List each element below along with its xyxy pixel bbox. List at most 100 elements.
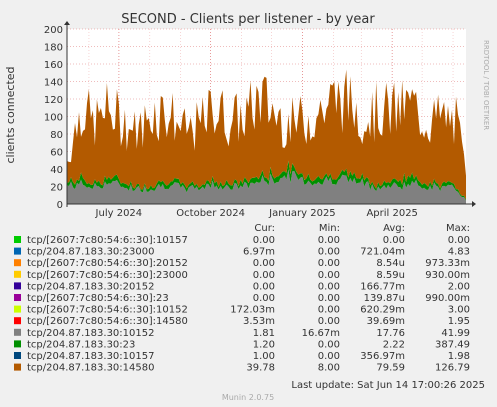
legend-swatch <box>14 328 21 336</box>
y-tick-label: 120 <box>44 95 63 106</box>
legend-avg-value: 8.59u <box>376 270 405 281</box>
series-area-23 <box>67 160 466 201</box>
legend-series-name: tcp/204.87.183.30:23000 <box>27 247 154 258</box>
legend-min-value: 0.00 <box>318 351 340 362</box>
last-update: Last update: Sat Jun 14 17:00:26 2025 <box>291 380 485 391</box>
legend-column-header: Min: <box>319 223 340 234</box>
legend-avg-value: 721.04m <box>360 247 405 258</box>
legend-max-value: 973.33m <box>425 258 470 269</box>
legend-min-value: 0.00 <box>318 235 340 246</box>
y-tick-label: 180 <box>44 43 63 54</box>
legend-min-value: 0.00 <box>318 293 340 304</box>
legend-avg-value: 79.59 <box>376 363 405 374</box>
y-tick-label: 0 <box>57 200 63 211</box>
legend-series-name: tcp/[2607:7c80:54:6::30]:10152 <box>27 305 188 316</box>
legend-series-name: tcp/204.87.183.30:10152 <box>27 328 154 339</box>
legend-cur-value: 39.78 <box>246 363 275 374</box>
footer: Munin 2.0.75 <box>222 393 274 402</box>
x-tick-label: July 2024 <box>95 208 143 219</box>
y-tick-label: 140 <box>44 78 63 89</box>
legend-column-header: Max: <box>446 223 470 234</box>
legend-min-value: 0.00 <box>318 305 340 316</box>
legend-min-value: 0.00 <box>318 270 340 281</box>
legend-min-value: 0.00 <box>318 247 340 258</box>
legend-swatch <box>14 305 21 313</box>
legend-max-value: 0.00 <box>448 235 470 246</box>
legend-max-value: 1.98 <box>448 351 470 362</box>
legend-cur-value: 3.53m <box>243 316 275 327</box>
x-tick-label: October 2024 <box>176 208 245 219</box>
legend-cur-value: 0.00 <box>253 293 275 304</box>
legend-series-name: tcp/[2607:7c80:54:6::30]:23 <box>27 293 169 304</box>
legend-min-value: 0.00 <box>318 316 340 327</box>
legend-avg-value: 0.00 <box>383 235 405 246</box>
legend-max-value: 1.95 <box>448 316 470 327</box>
legend-cur-value: 0.00 <box>253 281 275 292</box>
legend-swatch <box>14 317 21 325</box>
legend-min-value: 16.67m <box>302 328 340 339</box>
legend-swatch <box>14 363 21 371</box>
y-tick-label: 80 <box>50 130 63 141</box>
legend-swatch <box>14 294 21 301</box>
legend-cur-value: 1.00 <box>253 351 275 362</box>
legend-swatch <box>14 270 21 278</box>
legend-cur-value: 0.00 <box>253 270 275 281</box>
y-tick-label: 40 <box>50 165 63 176</box>
legend-cur-value: 1.81 <box>253 328 275 339</box>
legend-series-name: tcp/204.87.183.30:14580 <box>27 363 154 374</box>
watermark: RRDTOOL / TOBI OETIKER <box>482 40 490 130</box>
y-tick-label: 100 <box>44 113 63 124</box>
legend-cur-value: 0.00 <box>253 258 275 269</box>
legend-min-value: 0.00 <box>318 258 340 269</box>
legend-min-value: 8.00 <box>318 363 340 374</box>
legend-swatch <box>14 259 21 267</box>
series-area-14580 <box>67 69 466 200</box>
y-axis-label: clients connected <box>4 66 17 163</box>
chart-title: SECOND - Clients per listener - by year <box>121 12 375 27</box>
legend-column-header: Avg: <box>383 223 405 234</box>
legend-min-value: 0.00 <box>318 339 340 350</box>
legend-avg-value: 17.76 <box>376 328 405 339</box>
legend-avg-value: 356.97m <box>360 351 405 362</box>
series-areas <box>67 69 466 204</box>
y-tick-label: 20 <box>50 183 63 194</box>
legend-min-value: 0.00 <box>318 281 340 292</box>
y-tick-label: 160 <box>44 60 63 71</box>
legend-series-name: tcp/[2607:7c80:54:6::30]:23000 <box>27 270 188 281</box>
y-tick-label: 60 <box>50 148 63 159</box>
legend-max-value: 41.99 <box>441 328 470 339</box>
legend-max-value: 387.49 <box>435 339 470 350</box>
x-tick-labels: July 2024 October 2024 January 2025 April 2… <box>95 208 418 219</box>
x-axis-arrow <box>472 201 476 207</box>
x-tick-label: April 2025 <box>366 208 417 219</box>
legend-swatch <box>14 282 21 290</box>
legend-avg-value: 139.87u <box>364 293 405 304</box>
series-area-10152 <box>67 169 466 204</box>
y-tick-label: 200 <box>44 25 63 36</box>
legend-series-name: tcp/204.87.183.30:23 <box>27 339 135 350</box>
legend-cur-value: 0.00 <box>253 235 275 246</box>
y-axis-arrow <box>64 21 70 25</box>
legend-max-value: 4.83 <box>448 247 470 258</box>
legend-series-name: tcp/[2607:7c80:54:6::30]:20152 <box>27 258 188 269</box>
legend-avg-value: 8.54u <box>376 258 405 269</box>
legend-swatch <box>14 247 21 255</box>
legend-max-value: 930.00m <box>425 270 470 281</box>
legend-swatch <box>14 352 21 359</box>
legend-cur-value: 1.20 <box>253 339 275 350</box>
legend-avg-value: 39.69m <box>367 316 405 327</box>
legend-series-name: tcp/[2607:7c80:54:6::30]:14580 <box>27 316 188 327</box>
x-tick-label: January 2025 <box>268 208 336 219</box>
legend-max-value: 990.00m <box>425 293 470 304</box>
legend-avg-value: 2.22 <box>383 339 405 350</box>
y-tick-labels: 0 20 40 60 80 100 120 140 160 180 200 <box>44 25 63 211</box>
legend-series-name: tcp/204.87.183.30:20152 <box>27 281 154 292</box>
legend-max-value: 2.00 <box>448 281 470 292</box>
legend-avg-value: 620.29m <box>360 305 405 316</box>
legend-column-header: Cur: <box>254 223 275 234</box>
legend-series-name: tcp/204.87.183.30:10157 <box>27 351 154 362</box>
axes <box>64 21 476 207</box>
legend-swatch <box>14 236 21 243</box>
legend-series-name: tcp/[2607:7c80:54:6::30]:10157 <box>27 235 188 246</box>
